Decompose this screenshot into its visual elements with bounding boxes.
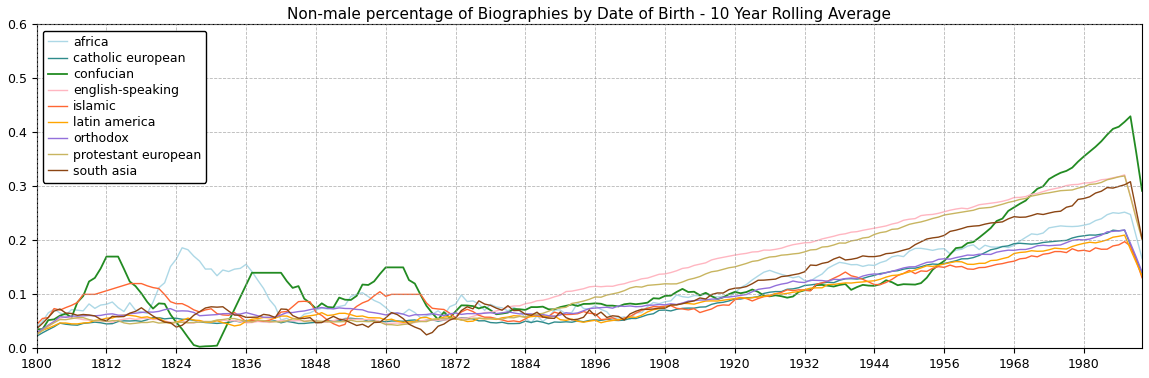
- south asia: [803, 263, 817, 267]
- catholic european: [1118, 228, 1132, 232]
- english-speaking: [250, 319, 264, 324]
- protestant european: [822, 244, 835, 249]
- south asia: [250, 315, 264, 319]
- Line: catholic european: catholic european: [37, 230, 1142, 336]
- africa: [250, 278, 264, 282]
- protestant european: [856, 236, 870, 240]
- south asia: [419, 333, 433, 337]
- english-speaking: [856, 228, 870, 232]
- confucian: [193, 344, 207, 349]
- islamic: [332, 324, 346, 328]
- latin america: [1118, 233, 1132, 237]
- Line: protestant european: protestant european: [37, 176, 1142, 335]
- english-speaking: [780, 244, 794, 249]
- catholic european: [30, 334, 44, 338]
- latin america: [797, 287, 811, 292]
- africa: [635, 310, 649, 315]
- latin america: [30, 332, 44, 336]
- south asia: [1124, 180, 1138, 184]
- africa: [30, 325, 44, 330]
- protestant european: [250, 318, 264, 322]
- catholic european: [635, 314, 649, 319]
- Line: orthodox: orthodox: [37, 230, 1142, 332]
- catholic european: [780, 287, 794, 291]
- orthodox: [822, 279, 835, 284]
- islamic: [30, 322, 44, 327]
- confucian: [30, 327, 44, 332]
- orthodox: [1118, 228, 1132, 232]
- confucian: [1124, 114, 1138, 119]
- orthodox: [797, 280, 811, 285]
- orthodox: [250, 313, 264, 318]
- english-speaking: [1135, 236, 1149, 240]
- latin america: [1135, 273, 1149, 278]
- confucian: [641, 301, 655, 305]
- english-speaking: [30, 332, 44, 337]
- islamic: [827, 276, 841, 280]
- confucian: [803, 288, 817, 293]
- catholic european: [822, 280, 835, 285]
- Title: Non-male percentage of Biographies by Date of Birth - 10 Year Rolling Average: Non-male percentage of Biographies by Da…: [287, 7, 892, 22]
- latin america: [822, 282, 835, 287]
- protestant european: [1135, 237, 1149, 242]
- Line: islamic: islamic: [37, 242, 1142, 326]
- Line: africa: africa: [37, 212, 1142, 328]
- catholic european: [1135, 271, 1149, 276]
- south asia: [641, 307, 655, 312]
- islamic: [250, 318, 264, 323]
- orthodox: [30, 330, 44, 335]
- africa: [822, 266, 835, 271]
- islamic: [1118, 239, 1132, 244]
- Line: confucian: confucian: [37, 116, 1142, 347]
- islamic: [641, 306, 655, 310]
- south asia: [30, 327, 44, 331]
- confucian: [1135, 189, 1149, 193]
- english-speaking: [1118, 173, 1132, 177]
- orthodox: [1135, 270, 1149, 274]
- africa: [780, 274, 794, 278]
- catholic european: [856, 276, 870, 281]
- Legend: africa, catholic european, confucian, english-speaking, islamic, latin america, : africa, catholic european, confucian, en…: [43, 31, 206, 183]
- africa: [797, 278, 811, 283]
- confucian: [862, 284, 876, 288]
- confucian: [827, 284, 841, 289]
- catholic european: [797, 283, 811, 288]
- confucian: [786, 294, 800, 299]
- Line: latin america: latin america: [37, 235, 1142, 334]
- islamic: [1135, 276, 1149, 280]
- english-speaking: [635, 277, 649, 281]
- latin america: [856, 280, 870, 284]
- south asia: [1135, 236, 1149, 241]
- orthodox: [780, 281, 794, 285]
- catholic european: [250, 319, 264, 324]
- protestant european: [635, 285, 649, 290]
- protestant european: [797, 249, 811, 254]
- Line: english-speaking: english-speaking: [37, 175, 1142, 335]
- latin america: [635, 313, 649, 318]
- Line: south asia: south asia: [37, 182, 1142, 335]
- islamic: [803, 288, 817, 293]
- protestant european: [1118, 174, 1132, 178]
- orthodox: [856, 274, 870, 278]
- confucian: [256, 271, 270, 275]
- latin america: [250, 316, 264, 321]
- islamic: [862, 280, 876, 284]
- english-speaking: [797, 240, 811, 245]
- south asia: [786, 273, 800, 277]
- islamic: [786, 288, 800, 293]
- orthodox: [635, 304, 649, 309]
- latin america: [780, 291, 794, 296]
- protestant european: [780, 253, 794, 257]
- africa: [856, 264, 870, 269]
- south asia: [862, 254, 876, 259]
- english-speaking: [822, 235, 835, 240]
- africa: [1118, 210, 1132, 214]
- africa: [1135, 256, 1149, 261]
- protestant european: [30, 332, 44, 337]
- south asia: [827, 257, 841, 261]
